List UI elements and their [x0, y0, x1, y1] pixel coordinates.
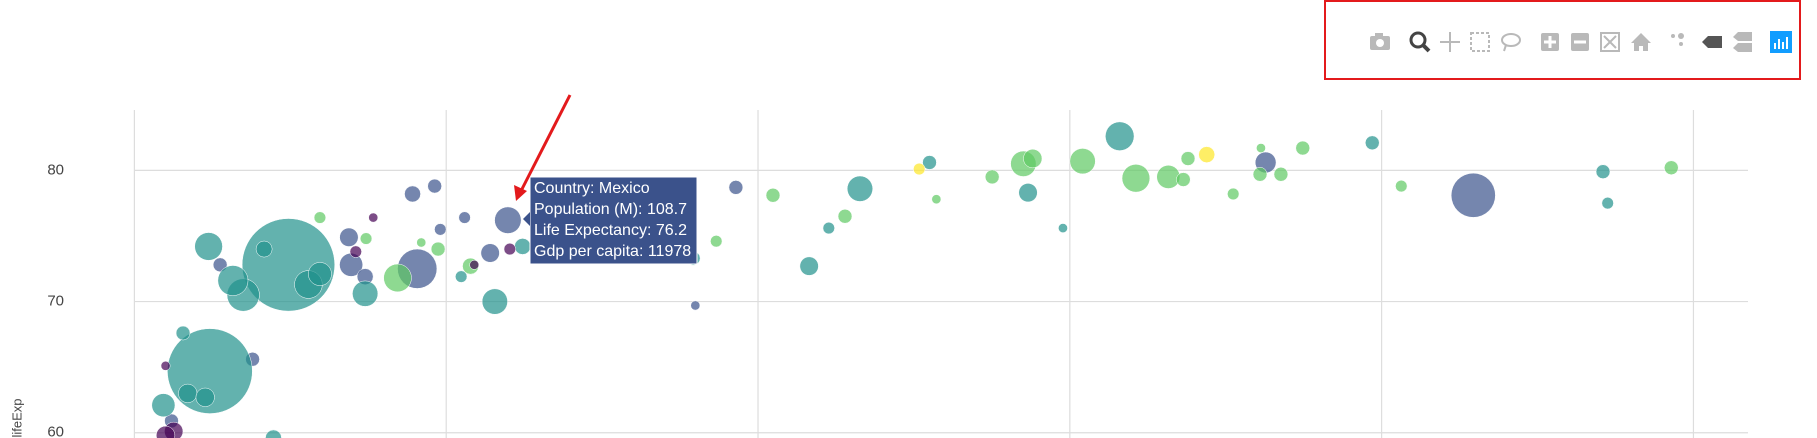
zoom-in-button[interactable] [1541, 33, 1559, 51]
bubble [1295, 140, 1310, 156]
tooltip-line: Gdp per capita: 11978 [534, 243, 691, 260]
bubble [1018, 183, 1038, 203]
bubble [837, 209, 853, 224]
bubble [383, 263, 412, 293]
bubble [194, 232, 223, 261]
lasso-button[interactable] [1501, 33, 1521, 52]
bubble [1198, 146, 1216, 163]
bubble [151, 393, 176, 418]
hover-compare-button[interactable] [1733, 32, 1752, 52]
grid: 60 70 80 [47, 110, 1748, 438]
bubble [1058, 223, 1068, 233]
bubble [359, 232, 373, 245]
zoom-button[interactable] [1409, 31, 1431, 53]
bubble [349, 245, 362, 258]
pan-button[interactable] [1440, 32, 1460, 52]
camera-button[interactable] [1370, 33, 1390, 50]
tooltip-line: Country: Mexico [534, 180, 650, 197]
bubble [1365, 135, 1380, 151]
bubble [308, 262, 332, 286]
bubble [481, 288, 508, 315]
bubble [175, 325, 191, 341]
modebar [1370, 31, 1792, 53]
bubble [212, 257, 228, 273]
bubble [1450, 172, 1496, 218]
bubble [1256, 143, 1266, 153]
bubble [494, 206, 522, 234]
bubble [922, 155, 937, 170]
bubble [846, 175, 873, 202]
bubble [368, 212, 379, 223]
marks [151, 121, 1679, 438]
bubble [156, 425, 176, 438]
bubble [469, 259, 480, 270]
autoscale-button[interactable] [1600, 32, 1620, 52]
tooltip-pointer [523, 212, 530, 226]
annotation-arrow [519, 94, 572, 192]
bubble [1180, 151, 1196, 166]
bubble [984, 169, 1000, 185]
bubble [160, 360, 171, 371]
y-tick-label: 60 [47, 424, 64, 438]
bubble [195, 387, 215, 407]
bubble [416, 237, 427, 248]
bubble [710, 235, 723, 248]
hover-closest-button[interactable] [1702, 36, 1722, 48]
bubble [178, 383, 198, 403]
tooltip-box [529, 176, 698, 265]
bubble [913, 162, 926, 176]
bubble [352, 280, 379, 307]
annotation-arrowhead [514, 185, 527, 201]
bubble [1121, 164, 1151, 193]
bubble [1069, 148, 1096, 175]
bubble [931, 194, 942, 205]
bubble [1595, 164, 1611, 179]
bubble [1105, 121, 1135, 151]
y-tick-label: 70 [47, 293, 64, 310]
bubble [430, 241, 446, 257]
bubble [822, 221, 835, 235]
bubble [434, 223, 447, 236]
bubble [1395, 180, 1408, 193]
bubble [265, 429, 282, 438]
y-axis-title: lifeExp [9, 398, 24, 437]
bubble [455, 270, 468, 283]
bubble [480, 243, 500, 263]
zoom-out-button[interactable] [1571, 33, 1589, 51]
bubble [765, 188, 781, 203]
bubble [339, 227, 359, 247]
bubble [1227, 187, 1240, 201]
bubble [799, 256, 819, 276]
bubble [690, 300, 701, 311]
reset-axes-button[interactable] [1631, 33, 1651, 51]
plotly-logo[interactable] [1770, 31, 1792, 53]
bubble [728, 180, 744, 195]
bubble [1156, 165, 1181, 189]
bubble [1252, 167, 1268, 182]
bubble [503, 242, 516, 256]
y-tick-label: 80 [47, 161, 64, 178]
spike-lines-button[interactable] [1671, 33, 1684, 46]
bubble [217, 265, 249, 296]
tooltip-line: Life Expectancy: 76.2 [534, 222, 687, 239]
bubble [458, 211, 471, 224]
highlight-box [1324, 0, 1801, 80]
bubble [404, 185, 421, 203]
bubble [1664, 160, 1679, 175]
bubble [313, 211, 327, 224]
bubble [1273, 167, 1289, 182]
bubble [1023, 149, 1043, 169]
bubble [1601, 197, 1614, 210]
bubble [427, 178, 442, 194]
bubble [255, 240, 273, 258]
tooltip-line: Population (M): 108.7 [534, 201, 687, 218]
overlay: Country: Mexico Population (M): 108.7 Life… [514, 94, 698, 265]
bubble [1176, 172, 1191, 187]
box-select-button[interactable] [1470, 32, 1490, 52]
bubble [514, 238, 531, 255]
